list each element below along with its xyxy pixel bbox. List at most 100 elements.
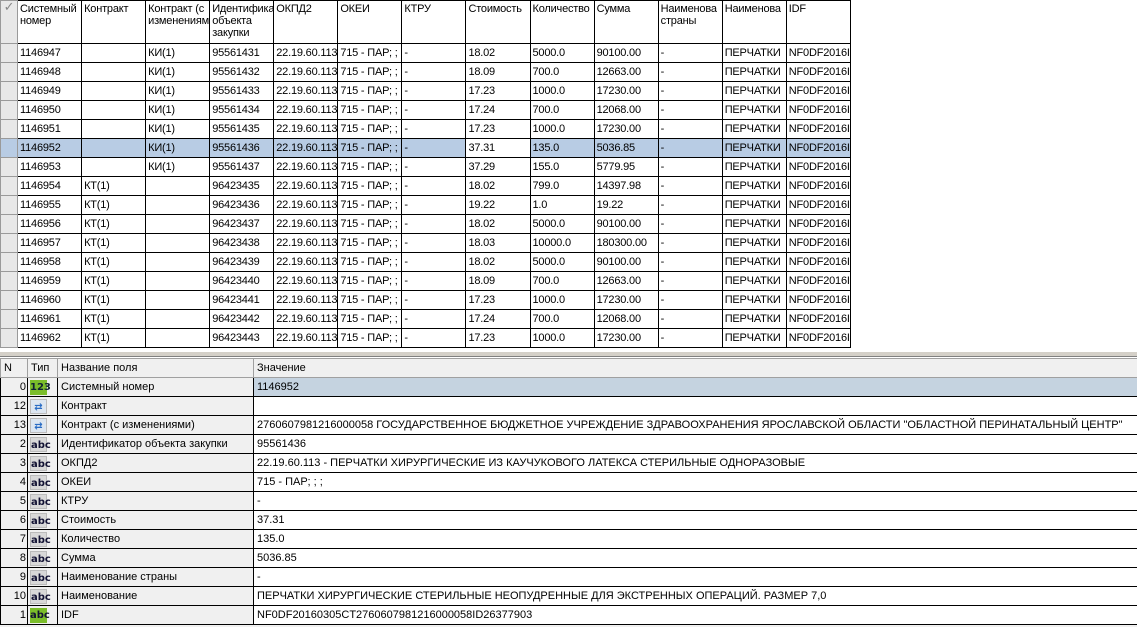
table-cell[interactable]: 95561434 <box>209 100 275 120</box>
column-header[interactable]: Стоимость <box>465 0 531 44</box>
table-cell[interactable] <box>81 81 147 101</box>
table-cell[interactable]: 180300.00 <box>593 233 659 253</box>
header-type[interactable]: Тип <box>27 358 58 378</box>
table-row[interactable]: 1146956 КТ(1) 96423437 22.19.60.113 715 - ПА… <box>0 214 852 234</box>
column-header[interactable]: Контракт <box>81 0 147 44</box>
table-cell[interactable]: 715 - ПАР; ; <box>337 290 403 310</box>
table-cell[interactable]: 1146962 <box>17 328 83 348</box>
table-cell[interactable]: - <box>401 100 467 120</box>
table-cell[interactable]: NF0DF2016I <box>785 157 852 177</box>
table-cell[interactable]: - <box>657 214 723 234</box>
table-cell[interactable]: - <box>401 176 467 196</box>
table-cell[interactable]: 5779.95 <box>593 157 659 177</box>
table-cell[interactable]: 96423437 <box>209 214 275 234</box>
table-cell[interactable]: 22.19.60.113 <box>273 252 339 272</box>
property-row[interactable]: 5 abc КТРУ - <box>0 491 1137 511</box>
table-cell[interactable]: - <box>401 195 467 215</box>
field-value[interactable]: - <box>253 491 1137 511</box>
table-cell[interactable]: ПЕРЧАТКИ <box>721 176 787 196</box>
table-cell[interactable]: 1146955 <box>17 195 83 215</box>
table-cell[interactable]: NF0DF2016I <box>785 328 852 348</box>
table-cell[interactable]: 17.23 <box>465 290 531 310</box>
table-cell[interactable]: ПЕРЧАТКИ <box>721 252 787 272</box>
table-cell[interactable]: - <box>657 252 723 272</box>
table-cell[interactable]: NF0DF2016I <box>785 271 852 291</box>
column-header[interactable]: Количество <box>529 0 595 44</box>
table-cell[interactable]: NF0DF2016I <box>785 290 852 310</box>
row-indicator[interactable] <box>0 252 19 272</box>
table-cell[interactable]: 96423438 <box>209 233 275 253</box>
table-cell[interactable]: 700.0 <box>529 100 595 120</box>
table-cell[interactable]: 1146952 <box>17 138 83 158</box>
table-cell[interactable]: 1146961 <box>17 309 83 329</box>
table-cell[interactable]: NF0DF2016I <box>785 309 852 329</box>
table-row[interactable]: 1146957 КТ(1) 96423438 22.19.60.113 715 - ПА… <box>0 233 852 253</box>
table-cell[interactable]: 96423443 <box>209 328 275 348</box>
column-header[interactable]: Наименова <box>721 0 787 44</box>
table-cell[interactable]: 37.31 <box>465 138 531 158</box>
table-row[interactable]: 1146951 КИ(1) 95561435 22.19.60.113 715 - ПА… <box>0 119 852 139</box>
table-cell[interactable]: ПЕРЧАТКИ <box>721 43 787 63</box>
table-cell[interactable]: ПЕРЧАТКИ <box>721 119 787 139</box>
table-cell[interactable] <box>81 43 147 63</box>
table-cell[interactable] <box>145 309 211 329</box>
table-cell[interactable]: 1000.0 <box>529 290 595 310</box>
row-indicator[interactable] <box>0 271 19 291</box>
table-cell[interactable]: 1000.0 <box>529 81 595 101</box>
table-cell[interactable]: - <box>401 309 467 329</box>
table-cell[interactable]: 95561432 <box>209 62 275 82</box>
table-cell[interactable]: КИ(1) <box>145 119 211 139</box>
table-cell[interactable]: ПЕРЧАТКИ <box>721 138 787 158</box>
table-cell[interactable]: 19.22 <box>593 195 659 215</box>
table-cell[interactable]: - <box>657 176 723 196</box>
table-cell[interactable]: 22.19.60.113 <box>273 290 339 310</box>
table-cell[interactable]: ПЕРЧАТКИ <box>721 157 787 177</box>
table-cell[interactable]: КИ(1) <box>145 62 211 82</box>
row-indicator[interactable] <box>0 290 19 310</box>
field-value[interactable]: 5036.85 <box>253 548 1137 568</box>
table-cell[interactable]: 5000.0 <box>529 214 595 234</box>
table-cell[interactable]: 96423441 <box>209 290 275 310</box>
table-cell[interactable]: 22.19.60.113 <box>273 233 339 253</box>
table-cell[interactable]: КИ(1) <box>145 81 211 101</box>
table-cell[interactable]: 22.19.60.113 <box>273 62 339 82</box>
table-cell[interactable]: 715 - ПАР; ; <box>337 43 403 63</box>
table-cell[interactable]: 5000.0 <box>529 43 595 63</box>
table-cell[interactable]: 1146954 <box>17 176 83 196</box>
table-cell[interactable]: 715 - ПАР; ; <box>337 100 403 120</box>
table-cell[interactable]: 17.24 <box>465 100 531 120</box>
table-cell[interactable]: NF0DF2016I <box>785 81 852 101</box>
table-cell[interactable]: 715 - ПАР; ; <box>337 233 403 253</box>
table-cell[interactable]: 90100.00 <box>593 214 659 234</box>
table-row[interactable]: 1146949 КИ(1) 95561433 22.19.60.113 715 - ПА… <box>0 81 852 101</box>
table-cell[interactable]: - <box>401 119 467 139</box>
table-cell[interactable]: - <box>657 81 723 101</box>
table-cell[interactable]: 18.02 <box>465 43 531 63</box>
column-header[interactable]: IDF <box>785 0 852 44</box>
table-cell[interactable]: ПЕРЧАТКИ <box>721 195 787 215</box>
table-cell[interactable]: NF0DF2016I <box>785 195 852 215</box>
table-cell[interactable]: 14397.98 <box>593 176 659 196</box>
table-cell[interactable]: 90100.00 <box>593 43 659 63</box>
field-value[interactable]: ПЕРЧАТКИ ХИРУРГИЧЕСКИЕ СТЕРИЛЬНЫЕ НЕОПУД… <box>253 586 1137 606</box>
table-cell[interactable]: 95561435 <box>209 119 275 139</box>
column-header[interactable]: Системный номер <box>17 0 83 44</box>
table-cell[interactable]: 1146949 <box>17 81 83 101</box>
table-cell[interactable]: КИ(1) <box>145 157 211 177</box>
table-cell[interactable]: 95561437 <box>209 157 275 177</box>
table-cell[interactable]: 18.09 <box>465 62 531 82</box>
field-value[interactable]: 2760607981216000058 ГОСУДАРСТВЕННОЕ БЮДЖ… <box>253 415 1137 435</box>
table-cell[interactable]: NF0DF2016I <box>785 62 852 82</box>
table-cell[interactable]: 22.19.60.113 <box>273 328 339 348</box>
table-row[interactable]: 1146955 КТ(1) 96423436 22.19.60.113 715 - ПА… <box>0 195 852 215</box>
table-cell[interactable]: ПЕРЧАТКИ <box>721 62 787 82</box>
table-cell[interactable] <box>145 214 211 234</box>
table-cell[interactable] <box>145 195 211 215</box>
header-field-name[interactable]: Название поля <box>57 358 254 378</box>
table-cell[interactable]: - <box>401 271 467 291</box>
table-cell[interactable]: 715 - ПАР; ; <box>337 309 403 329</box>
table-cell[interactable] <box>81 62 147 82</box>
table-cell[interactable] <box>81 157 147 177</box>
table-cell[interactable]: 17230.00 <box>593 290 659 310</box>
table-cell[interactable]: 96423439 <box>209 252 275 272</box>
